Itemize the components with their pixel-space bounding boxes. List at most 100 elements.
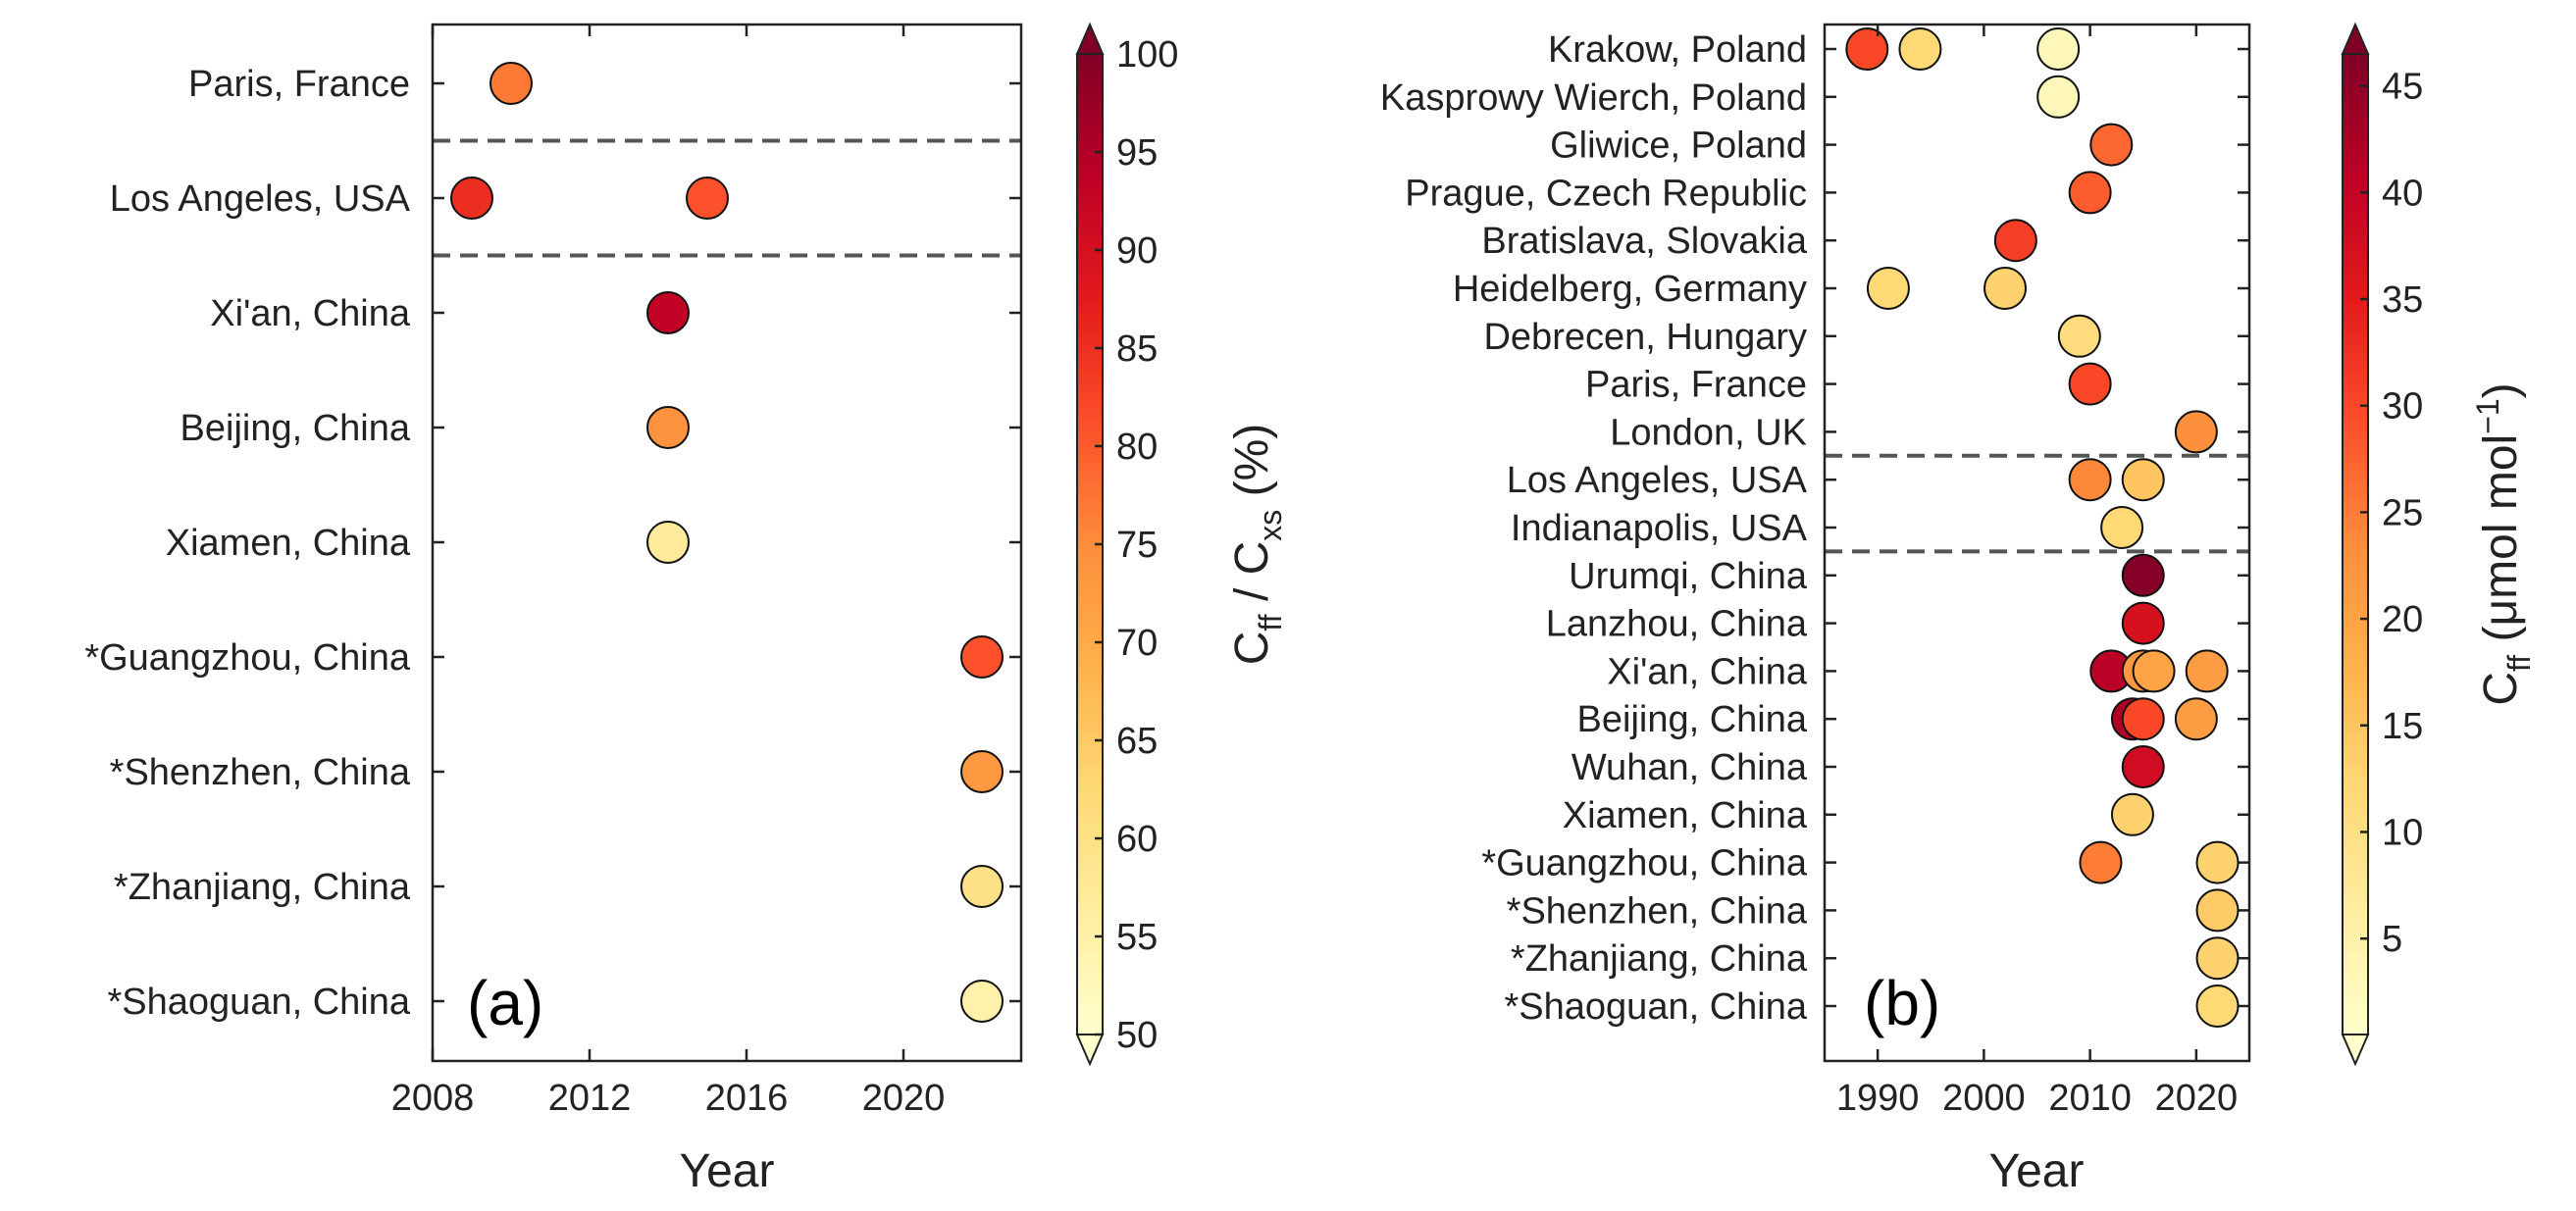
panel-b-point-london-uk-2020 <box>2174 410 2218 454</box>
panel-a-colorbar-top-arrow <box>1075 22 1105 55</box>
panel-b-separators <box>1825 453 2249 554</box>
panel-a-axes-frame <box>431 23 1023 1063</box>
panel-a-tag: (a) <box>467 968 543 1038</box>
panel-a-colorbar-tick-label-55: 55 <box>1116 917 1158 958</box>
panel-b-row-label-heidelberg-germany: Heidelberg, Germany <box>1453 269 1807 310</box>
panel-b-colorbar-tick-label-10: 10 <box>2382 812 2423 853</box>
panel-a-point-paris-france-2010 <box>489 62 533 105</box>
panel-b-row-label-paris-france: Paris, France <box>1585 365 1807 406</box>
panel-a-colorbar-tick-label-100: 100 <box>1116 34 1178 76</box>
panel-b-point-los-angeles-usa-2015 <box>2121 458 2165 502</box>
panel-a-row-label-shaoguan-china: *Shaoguan, China <box>108 982 411 1023</box>
panel-b-row-label-gliwice-poland: Gliwice, Poland <box>1550 126 1807 167</box>
panel-b-xtick-label-2010: 2010 <box>2048 1078 2132 1119</box>
panel-b-row-label-krakow-poland: Krakow, Poland <box>1548 29 1807 71</box>
panel-a-xtick-label-2020: 2020 <box>862 1078 946 1119</box>
panel-b-point-gliwice-poland-2012 <box>2089 123 2134 167</box>
panel-b-colorbar-tick-label-5: 5 <box>2382 919 2402 960</box>
panel-b-point-shaoguan-china-2022 <box>2195 984 2240 1028</box>
panel-a: Paris, France Los Angeles, USA Xi'an, Chin… <box>84 22 1288 1197</box>
panel-b-row-label-los-angeles-usa: Los Angeles, USA <box>1507 460 1808 501</box>
panel-b-point-krakow-poland-1989 <box>1845 27 1889 71</box>
panel-b-tag: (b) <box>1864 968 1940 1038</box>
panel-a-colorbar-label-sub1: ff <box>1253 614 1288 631</box>
panel-a-points <box>450 62 1004 1023</box>
panel-a-colorbar-label-main: C <box>1226 631 1278 666</box>
panel-b-point-prague-czech-republic-2010 <box>2068 171 2112 215</box>
panel-a-colorbar-tick-label-65: 65 <box>1116 721 1158 762</box>
panel-a-xlabel: Year <box>680 1145 775 1197</box>
panel-b-points <box>1845 27 2240 1028</box>
panel-b-row-label-bratislava-slovakia: Bratislava, Slovakia <box>1481 221 1807 262</box>
panel-b-colorbar-label-close: ) <box>2475 382 2527 398</box>
panel-b-row-label-lanzhou-china: Lanzhou, China <box>1546 604 1808 645</box>
panel-a-point-xi-an-china-2014 <box>646 291 690 334</box>
panel-a-colorbar-bottom-arrow <box>1075 1034 1105 1067</box>
panel-a-row-label-xiamen-china: Xiamen, China <box>166 523 411 564</box>
panel-b-row-label-shenzhen-china: *Shenzhen, China <box>1507 890 1808 932</box>
panel-b-point-zhanjiang-china-2022 <box>2195 936 2240 981</box>
panel-b-colorbar-label-main: C <box>2475 672 2527 706</box>
panel-b-colorbar-tick-label-30: 30 <box>2382 386 2423 428</box>
panel-a-point-los-angeles-usa-2009 <box>450 177 493 220</box>
panel-b-point-krakow-poland-1994 <box>1898 27 1942 71</box>
panel-b-row-label-beijing-china: Beijing, China <box>1577 699 1808 740</box>
panel-b-row-label-debrecen-hungary: Debrecen, Hungary <box>1483 317 1807 358</box>
panel-b-colorbar-tick-label-25: 25 <box>2382 492 2423 533</box>
panel-b-row-label-guangzhou-china: *Guangzhou, China <box>1481 843 1808 884</box>
panel-a-row-label-zhanjiang-china: *Zhanjiang, China <box>114 867 411 908</box>
panel-b-colorbar-ticks: 5 10 15 20 25 30 35 40 45 <box>2360 67 2423 960</box>
panel-b-xtick-label-1990: 1990 <box>1836 1078 1920 1119</box>
panel-a-colorbar-label-mid: / C <box>1226 541 1278 615</box>
panel-b-colorbar-frame <box>2342 53 2369 1035</box>
panel-a-colorbar-tick-label-50: 50 <box>1116 1015 1158 1056</box>
panel-b-row-label-wuhan-china: Wuhan, China <box>1571 747 1808 788</box>
panel-b-colorbar-tick-label-15: 15 <box>2382 706 2423 747</box>
panel-b-colorbar-label-sub1: ff <box>2501 655 2537 672</box>
panel-b-colorbar: 5 10 15 20 25 30 35 40 45 Cff (μmol mol−1) <box>2341 22 2537 1067</box>
panel-a-colorbar-label-tail: (%) <box>1226 424 1278 510</box>
panel-b-point-guangzhou-china-2022 <box>2195 840 2240 884</box>
panel-b-row-label-london-uk: London, UK <box>1610 412 1807 453</box>
panel-b-point-debrecen-hungary-2009 <box>2057 314 2101 358</box>
panel-b-colorbar-label: Cff (μmol mol−1) <box>2470 382 2537 705</box>
panel-a-point-zhanjiang-china-2022 <box>960 865 1004 908</box>
panel-a-xtick-label-2012: 2012 <box>548 1078 632 1119</box>
panel-b-colorbar-tick-label-35: 35 <box>2382 279 2423 321</box>
panel-a-colorbar-tick-label-95: 95 <box>1116 132 1158 174</box>
panel-b-point-bratislava-slovakia-2003 <box>1993 219 2037 263</box>
panel-b-colorbar-gradient <box>2343 54 2368 1034</box>
panel-a-row-label-xi-an-china: Xi'an, China <box>210 293 411 334</box>
panel-b-point-lanzhou-china-2015 <box>2121 601 2165 645</box>
panel-a-colorbar-tick-label-70: 70 <box>1116 623 1158 664</box>
panel-b-colorbar-tick-label-45: 45 <box>2382 67 2423 108</box>
panel-a-point-shaoguan-china-2022 <box>960 980 1004 1023</box>
panel-b-point-indianapolis-usa-2013 <box>2100 506 2144 549</box>
panel-b-colorbar-bottom-arrow <box>2341 1034 2370 1067</box>
panel-a-point-xiamen-china-2014 <box>646 521 690 564</box>
panel-b-point-guangzhou-china-2011 <box>2079 840 2123 884</box>
panel-a-colorbar: 50 55 60 65 70 75 80 85 90 95 100 Cff / Cxs (%) <box>1075 22 1288 1067</box>
panel-b-colorbar-label-tail: (μmol mol <box>2475 434 2527 655</box>
panel-b-colorbar-tick-label-20: 20 <box>2382 599 2423 640</box>
panel-b-row-label-prague-czech-republic: Prague, Czech Republic <box>1405 173 1807 214</box>
panel-b-row-label-zhanjiang-china: *Zhanjiang, China <box>1511 938 1808 980</box>
panel-b-xlabel: Year <box>1989 1145 2085 1197</box>
panel-b-row-label-xi-an-china: Xi'an, China <box>1607 651 1808 692</box>
panel-b-colorbar-label-sup: −1 <box>2470 398 2505 433</box>
panel-b-point-xi-an-china-2016 <box>2132 649 2176 693</box>
panel-a-colorbar-tick-label-85: 85 <box>1116 328 1158 370</box>
panel-a-separators <box>433 138 1021 258</box>
panel-b-colorbar-top-arrow <box>2341 22 2370 55</box>
panel-b-row-label-xiamen-china: Xiamen, China <box>1563 795 1808 836</box>
panel-a-colorbar-tick-label-75: 75 <box>1116 525 1158 566</box>
panel-a-xtick-label-2008: 2008 <box>391 1078 475 1119</box>
panel-a-point-guangzhou-china-2022 <box>960 635 1004 679</box>
panel-b-point-urumqi-china-2015 <box>2121 553 2165 597</box>
panel-a-colorbar-label: Cff / Cxs (%) <box>1226 424 1288 666</box>
panel-b-point-heidelberg-germany-2002 <box>1984 267 2028 310</box>
panel-b-row-label-shaoguan-china: *Shaoguan, China <box>1505 986 1808 1028</box>
panel-b-colorbar-tick-label-40: 40 <box>2382 173 2423 214</box>
panel-b-xtick-label-2000: 2000 <box>1942 1078 2026 1119</box>
panel-b-point-los-angeles-usa-2010 <box>2068 458 2112 502</box>
